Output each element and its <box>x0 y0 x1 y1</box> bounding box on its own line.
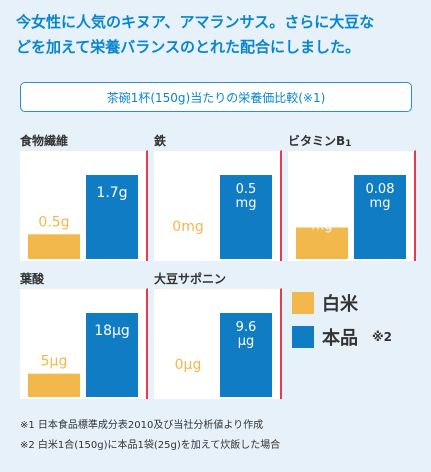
chart-panel-fiber: 0.5g 1.7g <box>20 150 148 261</box>
chart-svg: 0μg 9.6 μg <box>175 313 272 397</box>
chart-panel-folate: 5μg 18μg <box>20 288 148 399</box>
panel-title-folate: 葉酸 <box>20 272 45 286</box>
panel-title-vitamin-b1: ビタミンB1 <box>288 134 352 149</box>
bar-white-rice <box>28 373 80 397</box>
footnote-1: ※1 日本食品標準成分表2010及び当社分析値より作成 <box>20 420 264 431</box>
chart-panel-soy-saponin: 0μg 9.6 μg <box>154 288 282 399</box>
data-label-white-rice: 0.03 mg <box>308 205 337 234</box>
legend-label-product: 本品 <box>322 328 358 349</box>
chart-panel-vitamin-b1: 0.03 mg 0.08 mg <box>288 150 416 261</box>
chart-subtitle: 茶碗1杯(150g)当たりの栄養価比較(※1) <box>20 82 412 112</box>
data-label-product: 18μg <box>94 323 130 339</box>
bar-product <box>220 175 272 259</box>
data-label-white-rice: 0mg <box>172 219 203 235</box>
chart-panel-iron: 0mg 0.5 mg <box>154 150 282 261</box>
data-label-white-rice: 5μg <box>41 354 68 370</box>
panel-title-soy-saponin: 大豆サポニン <box>154 272 227 286</box>
data-label-product: 0.5 mg <box>236 182 257 211</box>
bar-product <box>220 313 272 397</box>
legend-label-white-rice: 白米 <box>322 294 358 315</box>
legend-white-rice: 白米 <box>292 290 358 316</box>
legend-product-note: ※2 <box>372 330 393 344</box>
headline: 今女性に人気のキヌア、アマランサス。さらに大豆な どを加えて栄養バランスのとれた… <box>16 10 416 60</box>
chart-svg: 0.03 mg 0.08 mg <box>296 175 406 259</box>
data-label-product: 1.7g <box>96 185 127 201</box>
panel-title-fiber: 食物繊維 <box>20 134 69 148</box>
chart-svg: 0mg 0.5 mg <box>172 175 272 259</box>
bar-white-rice <box>28 234 80 259</box>
footnote-2: ※2 白米1合(150g)に本品1袋(25g)を加えて炊飯した場合 <box>20 440 281 451</box>
data-label-white-rice: 0.5g <box>38 214 69 230</box>
data-label-white-rice: 0μg <box>175 357 202 373</box>
legend-product: 本品 ※2 <box>292 324 392 350</box>
chart-svg: 5μg 18μg <box>28 313 138 397</box>
bar-product <box>354 175 406 259</box>
panel-title-iron: 鉄 <box>154 134 167 148</box>
legend-swatch-white-rice <box>292 292 314 314</box>
footnotes: ※1 日本食品標準成分表2010及び当社分析値より作成 ※2 白米1合(150g… <box>20 416 280 456</box>
headline-line-1: 今女性に人気のキヌア、アマランサス。さらに大豆な <box>16 13 375 31</box>
data-label-product: 0.08 mg <box>366 182 395 211</box>
bar-product <box>86 313 138 397</box>
chart-svg: 0.5g 1.7g <box>28 175 138 259</box>
bar-product <box>86 175 138 259</box>
headline-line-2: どを加えて栄養バランスのとれた配合にしました。 <box>16 38 360 56</box>
bar-white-rice <box>296 227 348 259</box>
legend-swatch-product <box>292 326 314 348</box>
data-label-product: 9.6 μg <box>236 320 257 349</box>
